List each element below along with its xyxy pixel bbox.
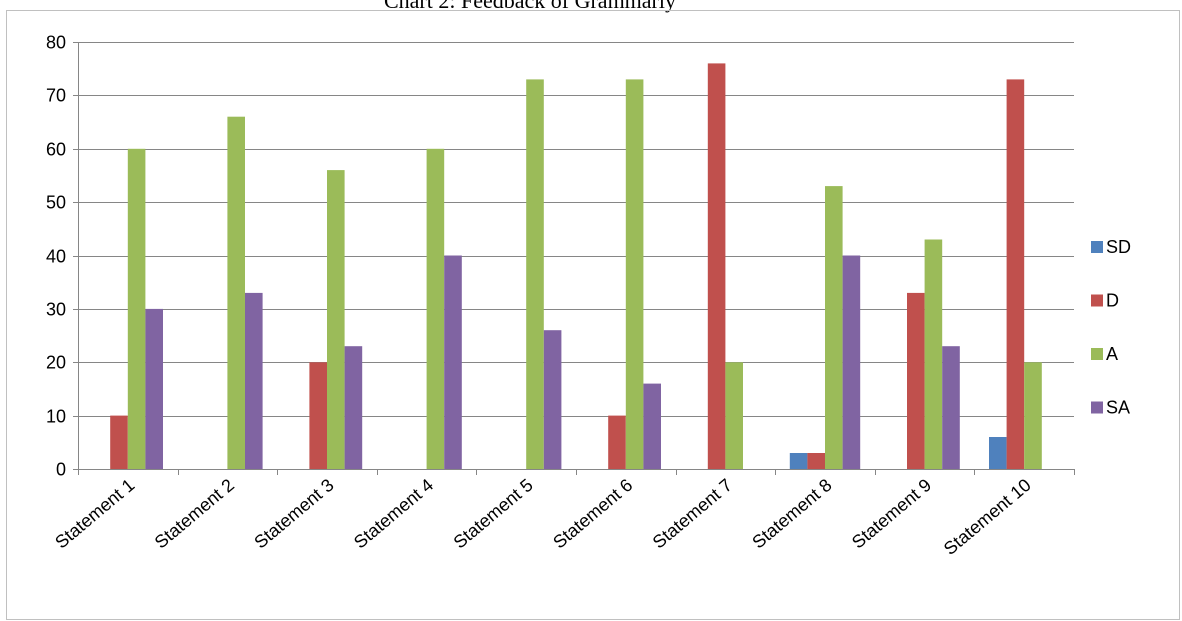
y-tick-label: 80 xyxy=(46,33,66,53)
bar-sa xyxy=(643,383,661,469)
legend-swatch-a xyxy=(1091,348,1103,360)
legend-swatch-sa xyxy=(1091,401,1103,414)
bar-sa xyxy=(344,346,363,469)
y-tick-label: 70 xyxy=(46,86,66,106)
bar-d xyxy=(309,362,327,470)
legend: SD D A SA xyxy=(1091,237,1131,418)
y-tick-label: 0 xyxy=(56,460,66,480)
bar-sd xyxy=(989,437,1007,469)
bar-d xyxy=(807,453,825,469)
bar-a xyxy=(227,116,245,469)
bar-a xyxy=(526,79,544,470)
y-tick-label: 50 xyxy=(46,193,66,213)
y-axis: 0 10 20 30 40 50 60 70 80 xyxy=(46,33,78,480)
y-tick-label: 10 xyxy=(46,407,66,427)
chart-frame xyxy=(6,10,1180,620)
legend-label-d: D xyxy=(1106,291,1119,311)
bar-sa xyxy=(543,330,562,469)
bar-sa xyxy=(245,292,263,469)
bar-sd xyxy=(789,453,808,469)
y-tick-label: 40 xyxy=(46,247,66,267)
bar-a xyxy=(426,148,445,470)
bar-sa xyxy=(942,346,960,469)
bar-a xyxy=(924,239,943,469)
x-tick-label: Statement 3 xyxy=(250,475,337,553)
legend-label-a: A xyxy=(1106,344,1118,364)
bar-d xyxy=(707,63,726,470)
legend-label-sd: SD xyxy=(1106,237,1131,257)
x-tick-label: Statement 5 xyxy=(450,475,537,553)
bar-d xyxy=(608,415,626,469)
bars xyxy=(110,63,1042,470)
x-tick-label: Statement 4 xyxy=(350,475,437,553)
legend-label-sa: SA xyxy=(1106,398,1130,418)
legend-swatch-sd xyxy=(1091,241,1103,253)
x-tick-label: Statement 6 xyxy=(549,475,636,553)
x-tick-labels: Statement 1 Statement 2 Statement 3 Stateme… xyxy=(51,475,1035,559)
bar-sa xyxy=(444,255,462,469)
y-tick-label: 30 xyxy=(46,300,66,320)
x-tick-label: Statement 7 xyxy=(649,475,736,553)
x-tick-label: Statement 10 xyxy=(940,475,1035,559)
bar-a xyxy=(327,170,345,469)
x-tick-label: Statement 1 xyxy=(51,475,138,553)
bar-d xyxy=(1006,79,1025,470)
bar-d xyxy=(907,292,925,469)
bar-a xyxy=(825,186,843,469)
x-tick-label: Statement 8 xyxy=(748,475,835,553)
bar-sa xyxy=(145,308,163,469)
x-tick-label: Statement 9 xyxy=(848,475,935,553)
bar-a xyxy=(127,148,146,470)
y-tick-label: 60 xyxy=(46,140,66,160)
bar-sa xyxy=(842,255,861,469)
bar-a xyxy=(1024,362,1042,470)
y-tick-label: 20 xyxy=(46,353,66,373)
legend-swatch-d xyxy=(1091,294,1103,307)
bar-a xyxy=(725,362,743,470)
bar-d xyxy=(110,415,128,469)
bar-a xyxy=(625,79,644,470)
x-axis xyxy=(78,42,1075,475)
x-tick-label: Statement 2 xyxy=(151,475,238,553)
chart-title: Chart 2: Feedback of Grammarly xyxy=(383,0,676,13)
